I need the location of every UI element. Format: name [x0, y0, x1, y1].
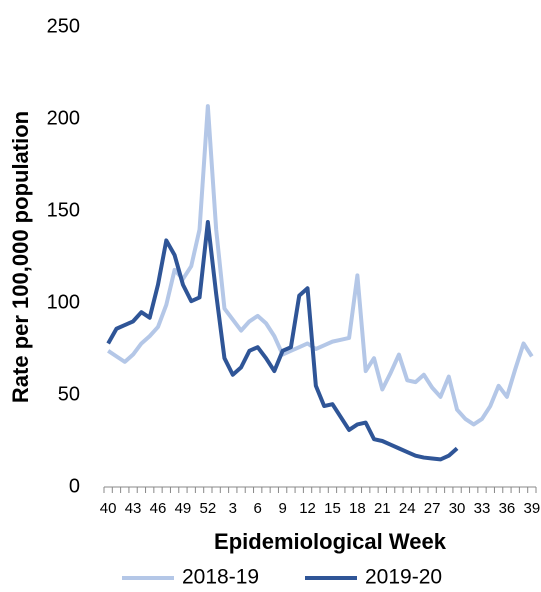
y-axis-title: Rate per 100,000 population: [8, 111, 33, 403]
x-tick-label: 21: [374, 500, 391, 517]
x-tick-label: 18: [349, 500, 366, 517]
x-tick-label: 30: [449, 500, 466, 517]
x-tick-label: 27: [424, 500, 441, 517]
x-tick-label: 3: [229, 500, 237, 517]
x-tick-label: 43: [125, 500, 142, 517]
x-tick-label: 46: [150, 500, 167, 517]
y-tick-label: 200: [47, 107, 80, 129]
x-tick-label: 52: [200, 500, 217, 517]
x-tick-label: 33: [474, 500, 491, 517]
series-line: [107, 104, 534, 427]
x-tick-label: 36: [499, 500, 516, 517]
x-tick-label: 12: [299, 500, 316, 517]
x-tick-label: 6: [254, 500, 262, 517]
x-tick-label: 39: [524, 500, 541, 517]
y-tick-label: 100: [47, 291, 80, 313]
y-tick-label: 150: [47, 199, 80, 221]
x-tick-label: 9: [278, 500, 286, 517]
x-tick-label: 49: [175, 500, 192, 517]
y-tick-label: 250: [47, 15, 80, 37]
x-axis-title: Epidemiological Week: [214, 529, 447, 554]
x-tick-label: 24: [399, 500, 416, 517]
x-tick-label: 40: [100, 500, 117, 517]
x-tick-label: 15: [324, 500, 341, 517]
series-line: [106, 220, 459, 462]
legend-label: 2018-19: [182, 566, 259, 589]
y-tick-label: 50: [58, 383, 80, 405]
y-tick-label: 0: [69, 475, 80, 497]
legend-label: 2019-20: [365, 566, 442, 589]
